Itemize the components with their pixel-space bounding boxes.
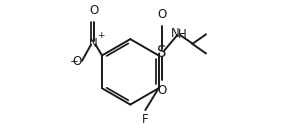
Text: O: O xyxy=(72,55,81,68)
Text: N: N xyxy=(171,27,180,40)
Text: S: S xyxy=(157,45,166,60)
Text: H: H xyxy=(178,28,187,41)
Text: +: + xyxy=(97,31,105,40)
Text: O: O xyxy=(89,4,98,17)
Text: N: N xyxy=(89,37,98,50)
Text: F: F xyxy=(142,113,149,126)
Text: O: O xyxy=(157,8,166,21)
Text: O: O xyxy=(157,84,166,97)
Text: −: − xyxy=(70,57,79,67)
